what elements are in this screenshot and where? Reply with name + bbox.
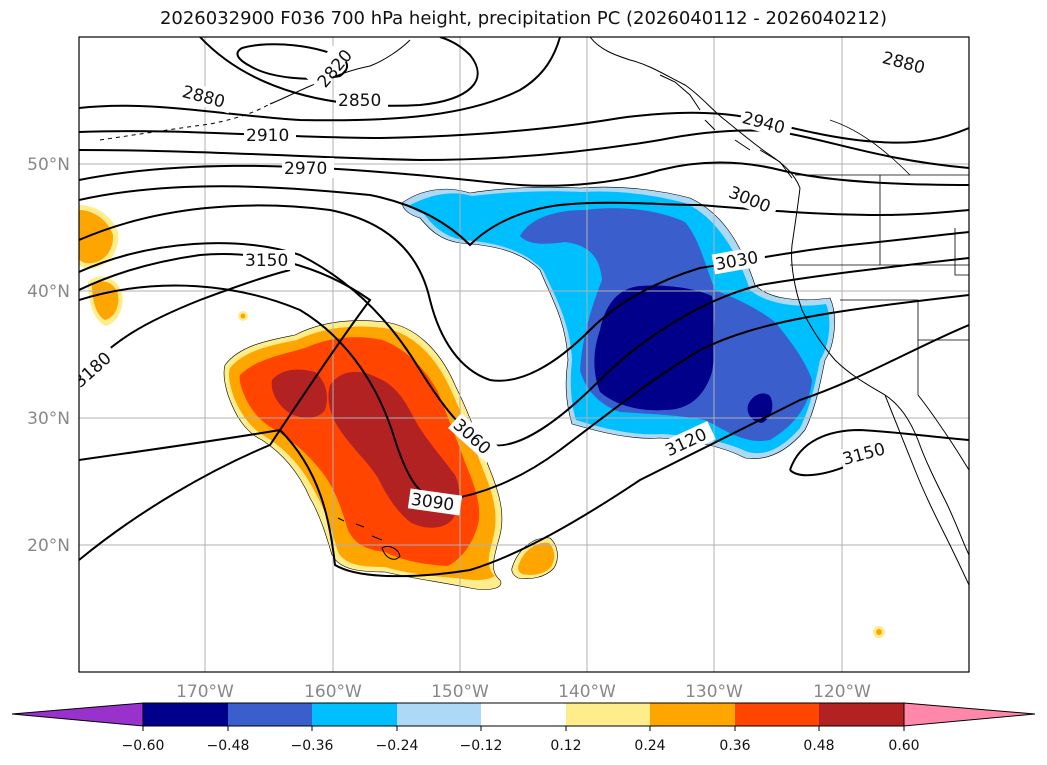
colorbar-tick-label: 0.12 — [550, 738, 581, 754]
contour-2850 — [199, 37, 479, 107]
bc-islands — [659, 74, 793, 179]
colorbar-tick-label: 0.36 — [719, 738, 750, 754]
colorbar-segment — [819, 703, 904, 726]
lat-tick-labels: 50°N 40°N 30°N 20°N — [27, 155, 70, 556]
colorbar-tick-label: −0.24 — [376, 738, 419, 754]
figure-title: 2026032900 F036 700 hPa height, precipit… — [159, 8, 888, 29]
colorbar-tick-label: 0.60 — [888, 738, 919, 754]
colorbar-segment — [228, 703, 312, 726]
colorbar-tick-label: 0.48 — [803, 738, 834, 754]
lon-tick-label: 130°W — [685, 682, 743, 702]
colorbar-tick-label: 0.24 — [634, 738, 665, 754]
colorbar-segment — [143, 703, 228, 726]
pos-east-blob-inner — [518, 542, 555, 575]
colorbar-segment — [481, 703, 566, 726]
colorbar-extend-high — [903, 702, 1036, 727]
colorbar-frame — [142, 702, 905, 727]
colorbar-tick-label: −0.12 — [460, 738, 503, 754]
lat-tick-label: 20°N — [27, 536, 70, 556]
bc-coast — [589, 37, 801, 189]
contour-label: 2910 — [246, 126, 289, 146]
contour-2940 — [79, 129, 969, 169]
colorbar-extend-low — [11, 702, 144, 727]
contour-3000 — [79, 185, 969, 247]
lon-tick-label: 160°W — [304, 682, 362, 702]
contour-label: 2850 — [338, 91, 381, 111]
pos-west-blob-inner — [79, 210, 114, 264]
contour-label: 2970 — [284, 159, 327, 179]
baja-coast — [884, 394, 969, 586]
contour-2880 — [79, 37, 561, 122]
lon-tick-label: 170°W — [176, 682, 234, 702]
colorbar-tick-label: −0.36 — [291, 738, 334, 754]
contour-3030 — [79, 204, 969, 382]
hawaii-islands — [337, 517, 401, 560]
colorbar-segment — [312, 703, 397, 726]
colorbar-tick-label: −0.48 — [207, 738, 250, 754]
lat-tick-label: 50°N — [27, 155, 70, 175]
lon-tick-labels: 170°W 160°W 150°W 140°W 130°W 120°W — [176, 682, 871, 702]
lat-tick-label: 30°N — [27, 409, 70, 429]
mexico-coast — [917, 394, 969, 471]
contour-3150 — [79, 253, 372, 561]
contour-3120 — [79, 324, 969, 578]
pos-spot-2-inner — [876, 629, 882, 635]
lon-tick-label: 150°W — [431, 682, 489, 702]
map-frame — [78, 36, 970, 673]
lat-tick-label: 40°N — [27, 282, 70, 302]
colorbar: −0.60 −0.48 −0.36 −0.24 −0.12 0.12 0.24 … — [11, 702, 1036, 754]
colorbar-segment — [397, 703, 481, 726]
colorbar-tick-label: −0.60 — [122, 738, 165, 754]
pos-spot-1-inner — [240, 313, 246, 319]
contour-2820 — [236, 43, 349, 80]
contour-label: 3150 — [245, 251, 288, 271]
pos-strong-fill-main — [328, 371, 460, 528]
aleutian-chain — [99, 103, 271, 141]
neg-strong-fill — [594, 285, 715, 411]
colorbar-segment — [650, 703, 735, 726]
colorbar-segment — [735, 703, 819, 726]
gridlines — [79, 37, 969, 672]
map-content: 2820 2850 2880 2910 2970 3000 2940 2880 … — [79, 37, 969, 672]
lon-tick-label: 140°W — [558, 682, 616, 702]
lon-tick-label: 120°W — [813, 682, 871, 702]
colorbar-segment — [566, 703, 650, 726]
neg-strong-spot — [747, 393, 773, 423]
